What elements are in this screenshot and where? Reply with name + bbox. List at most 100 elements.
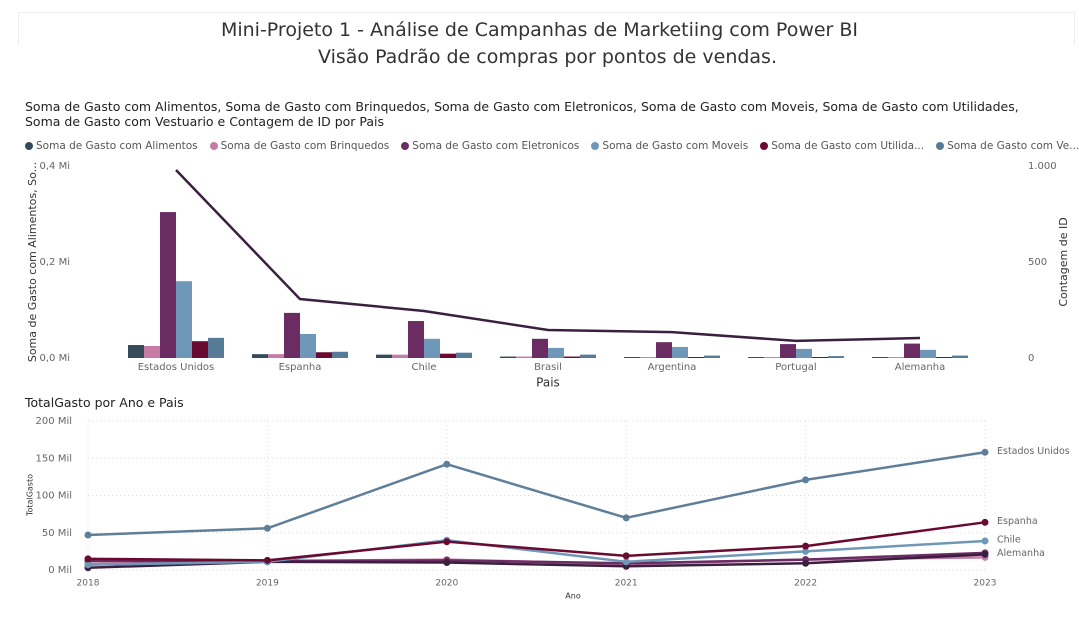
legend-marker	[401, 142, 410, 150]
bar	[376, 354, 392, 358]
y2-tick-label: 1.000	[1028, 161, 1057, 172]
bar	[812, 357, 828, 358]
x-tick-label: 2020	[435, 579, 458, 589]
y-axis-label: TotalGasto	[26, 474, 35, 517]
legend-label: Soma de Gasto com Brinquedos	[220, 140, 390, 152]
bar	[580, 354, 596, 358]
bar	[872, 357, 888, 358]
bar	[748, 357, 764, 358]
legend-item: Soma de Gasto com Ve...	[936, 140, 1079, 152]
bar	[144, 346, 160, 358]
line	[87, 538, 986, 567]
point	[84, 531, 92, 539]
point	[981, 518, 989, 526]
point	[443, 538, 451, 546]
x-tick-label: Brasil	[534, 362, 562, 373]
chart-title: Soma de Gasto com Alimentos, Soma de Gas…	[25, 99, 1019, 129]
point	[263, 524, 271, 532]
line	[175, 169, 921, 343]
legend-label: Soma de Gasto com Ve...	[947, 140, 1079, 152]
x-tick-label: 2022	[794, 579, 817, 589]
point	[622, 552, 630, 560]
bar	[672, 346, 688, 358]
series-label: Chile	[997, 534, 1021, 545]
x-tick-label: Chile	[411, 362, 436, 373]
bar	[564, 356, 580, 358]
bar	[424, 338, 440, 358]
x-tick-label: Espanha	[279, 362, 322, 373]
bar	[780, 344, 796, 358]
bar	[920, 349, 936, 358]
series-label: Espanha	[997, 516, 1038, 527]
point	[802, 559, 810, 567]
point	[981, 448, 989, 456]
bar	[192, 341, 208, 358]
bar	[456, 352, 472, 358]
bar	[936, 357, 952, 358]
bar	[128, 345, 144, 358]
bar	[268, 354, 284, 358]
x-tick-label: Estados Unidos	[138, 362, 215, 373]
y-tick-label: 0,4 Mi	[40, 161, 71, 172]
bar	[688, 357, 704, 358]
x-tick-label: 2018	[77, 579, 100, 589]
header-box	[18, 12, 1075, 45]
legend-label: Soma de Gasto com Alimentos	[36, 140, 198, 152]
point	[263, 556, 271, 564]
y-tick-label: 0 Mil	[48, 565, 72, 576]
point	[802, 547, 810, 555]
legend-marker	[25, 142, 33, 150]
header-title: Mini-Projeto 1 - Análise de Campanhas de…	[220, 19, 859, 41]
bar	[656, 342, 672, 358]
y-tick-label: 0,2 Mi	[40, 257, 71, 268]
legend-label: Soma de Gasto com Eletronicos	[412, 140, 580, 152]
y-tick-label: 200 Mil	[36, 416, 72, 427]
point	[802, 476, 810, 484]
y2-tick-label: 500	[1028, 257, 1047, 268]
legend-marker	[760, 142, 769, 150]
legend: Soma de Gasto com Alimentos Soma de Gasto…	[25, 140, 1079, 152]
legend-marker	[591, 142, 600, 150]
chart-title: TotalGasto por Ano e Pais	[25, 395, 184, 410]
point	[84, 561, 92, 569]
bar	[796, 348, 812, 358]
bar	[332, 351, 348, 358]
bar	[408, 321, 424, 358]
series-label: Estados Unidos	[997, 446, 1070, 457]
legend-item: Soma de Gasto com Alimentos	[25, 140, 198, 152]
point	[981, 537, 989, 545]
bar	[704, 355, 720, 358]
legend-marker	[936, 142, 945, 150]
bar	[904, 343, 920, 358]
series-label: Alemanha	[997, 548, 1045, 559]
legend-item: Soma de Gasto com Brinquedos	[209, 140, 390, 152]
bar	[500, 356, 516, 358]
bar	[284, 312, 300, 358]
legend-item: Soma de Gasto com Utilida...	[760, 140, 924, 152]
legend-item: Soma de Gasto com Moveis	[591, 140, 748, 152]
x-tick-label: Argentina	[648, 362, 697, 373]
bar	[764, 357, 780, 358]
point	[84, 555, 92, 563]
bar	[532, 338, 548, 358]
bar	[176, 281, 192, 358]
bar	[548, 347, 564, 358]
line	[87, 521, 986, 562]
y2-axis-label: Contagem de ID	[1057, 217, 1070, 306]
point	[443, 559, 451, 567]
x-axis-label: Ano	[565, 592, 581, 601]
point	[622, 514, 630, 522]
y-tick-label: 0,0 Mi	[40, 353, 71, 364]
y-tick-label: 100 Mil	[36, 491, 72, 502]
y-tick-label: 50 Mil	[42, 528, 72, 539]
x-tick-label: 2019	[256, 579, 279, 589]
bar	[624, 357, 640, 358]
bar	[252, 354, 268, 358]
bar	[828, 356, 844, 358]
x-axis-label: Pais	[536, 376, 560, 390]
bar	[440, 353, 456, 358]
line	[87, 451, 986, 537]
bar	[160, 212, 176, 358]
